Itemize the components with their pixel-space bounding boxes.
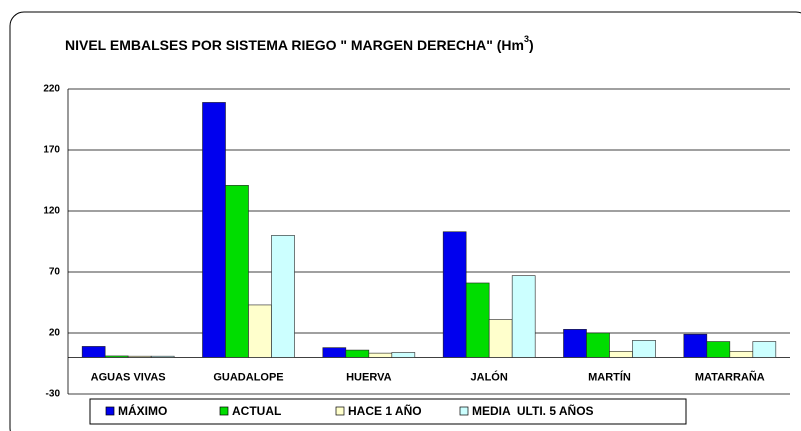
title-sup: 3 <box>524 34 529 44</box>
bar <box>202 102 226 358</box>
bar <box>511 275 536 358</box>
x-tick-label: HUERVA <box>346 371 391 383</box>
bar <box>729 350 754 358</box>
legend-label: ACTUAL <box>232 404 281 418</box>
bar <box>391 352 416 358</box>
legend-swatch <box>219 406 229 416</box>
y-tick-label: 20 <box>49 328 61 339</box>
bar <box>586 332 610 358</box>
legend-label: MEDIA ULTI. 5 AÑOS <box>472 403 594 418</box>
x-tick-label: AGUAS VIVAS <box>91 371 166 383</box>
x-tick-label: GUADALOPE <box>213 371 283 383</box>
legend-label: MÁXIMO <box>118 403 167 418</box>
bar <box>442 231 467 358</box>
bar <box>752 341 777 358</box>
title-main: NIVEL EMBALSES POR SISTEMA RIEGO " MARGE… <box>65 37 524 53</box>
bar <box>248 304 272 358</box>
bar <box>488 319 513 358</box>
bar <box>81 346 106 358</box>
title-suffix: ) <box>529 37 534 53</box>
bar <box>706 341 731 358</box>
bar <box>271 235 295 358</box>
legend-label: HACE 1 AÑO <box>348 403 422 418</box>
x-tick-label: JALÓN <box>471 370 508 383</box>
chart-frame <box>9 11 801 431</box>
legend-swatch <box>459 406 469 416</box>
x-tick-label: MATARRAÑA <box>695 370 765 383</box>
bar <box>127 355 152 358</box>
y-tick-label: 220 <box>43 84 60 95</box>
bar <box>465 282 490 358</box>
x-tick-label: MARTÍN <box>588 370 631 383</box>
y-tick-label: -30 <box>46 389 61 400</box>
y-tick-label: 70 <box>49 267 61 278</box>
bar <box>609 350 633 358</box>
bar <box>104 355 129 358</box>
y-tick-label: 120 <box>43 206 60 217</box>
bar <box>150 355 175 358</box>
bar <box>322 347 347 358</box>
legend-box <box>89 398 687 425</box>
legend-swatch <box>105 406 115 416</box>
bar <box>368 352 393 358</box>
y-tick-label: 170 <box>43 145 60 156</box>
bar <box>563 329 587 358</box>
bar <box>632 340 656 358</box>
bar <box>225 185 249 358</box>
legend-swatch <box>335 406 345 416</box>
chart-title: NIVEL EMBALSES POR SISTEMA RIEGO " MARGE… <box>65 34 534 52</box>
bar <box>683 333 708 358</box>
bar <box>345 349 370 358</box>
